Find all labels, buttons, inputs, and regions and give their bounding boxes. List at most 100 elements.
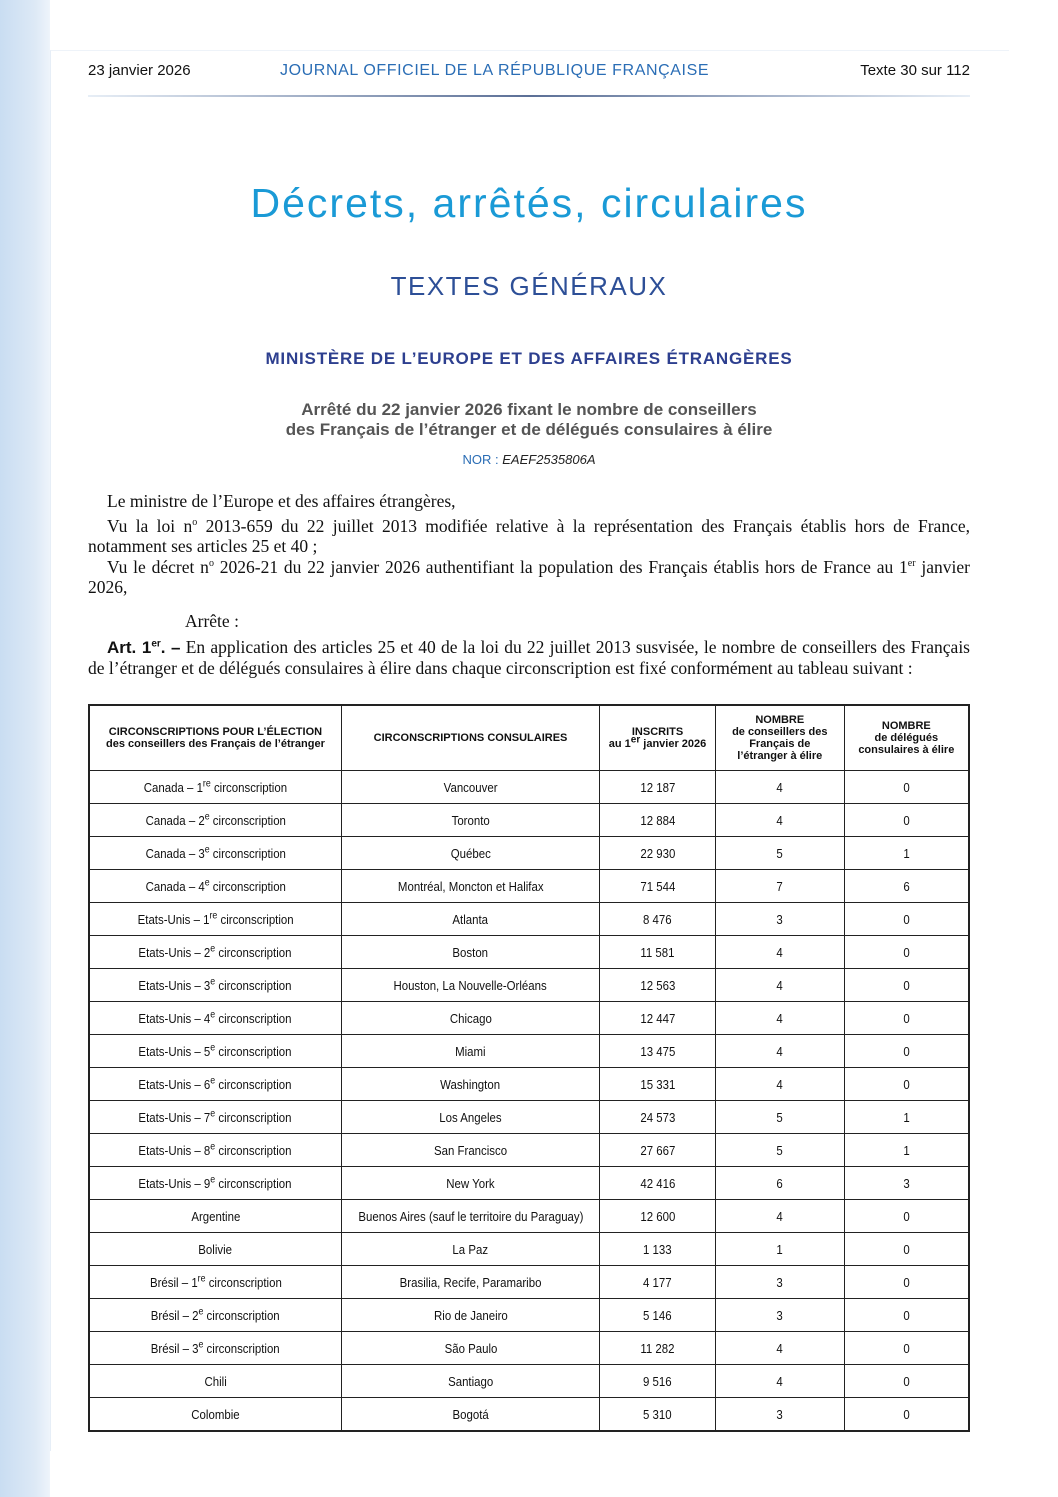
cell-conseillers: 5 bbox=[714, 1100, 845, 1134]
table-row: Etats-Unis – 9e circonscription New York 4… bbox=[88, 1166, 970, 1200]
text: 12 187 bbox=[640, 779, 676, 795]
text: 1 bbox=[903, 1142, 910, 1158]
cell-conseillers: 4 bbox=[714, 968, 845, 1002]
cell-delegues: 0 bbox=[843, 1298, 970, 1332]
text: San Francisco bbox=[433, 1142, 508, 1158]
text: 1 bbox=[903, 845, 910, 861]
ministry-heading: MINISTÈRE DE L’EUROPE ET DES AFFAIRES ÉT… bbox=[265, 349, 793, 368]
text: 0 bbox=[903, 1274, 910, 1290]
sup: e bbox=[210, 1174, 216, 1186]
cell-circonscription: Etats-Unis – 2e circonscription bbox=[88, 935, 342, 969]
text: Etats-Unis – 8 bbox=[138, 1142, 211, 1158]
text: 4 bbox=[776, 1340, 783, 1356]
text: circonscription bbox=[215, 944, 292, 960]
cell-conseillers: 3 bbox=[714, 1397, 845, 1432]
cell-consulaire: Atlanta bbox=[340, 902, 601, 936]
cell-inscrits: 8 476 bbox=[599, 902, 716, 936]
text: circonscription bbox=[215, 1010, 292, 1026]
cell-circonscription: Etats-Unis – 5e circonscription bbox=[88, 1034, 342, 1068]
paragraph-vu-loi: Vu la loi no 2013-659 du 22 juillet 2013… bbox=[88, 516, 970, 556]
text: 5 bbox=[776, 1142, 783, 1158]
cell-delegues: 0 bbox=[843, 1034, 970, 1068]
cell-circonscription: Canada – 3e circonscription bbox=[88, 836, 342, 870]
text: . – bbox=[160, 638, 181, 657]
cell-delegues: 1 bbox=[843, 1133, 970, 1167]
text: 0 bbox=[903, 1208, 910, 1224]
header-text-number: Texte 30 sur 112 bbox=[860, 62, 970, 79]
cell-conseillers: 7 bbox=[714, 869, 845, 903]
cell-consulaire: Miami bbox=[340, 1034, 601, 1068]
text: 12 884 bbox=[640, 812, 676, 828]
cell-circonscription: Brésil – 3e circonscription bbox=[88, 1331, 342, 1365]
text: 6 bbox=[776, 1175, 783, 1191]
text: circonscription bbox=[215, 1142, 292, 1158]
sup: er bbox=[907, 558, 916, 570]
sup: e bbox=[210, 1009, 216, 1021]
text: Etats-Unis – 7 bbox=[138, 1109, 211, 1125]
text: Argentine bbox=[190, 1208, 240, 1224]
text: circonscription bbox=[209, 812, 286, 828]
cell-consulaire: Washington bbox=[340, 1067, 601, 1101]
text: circonscription bbox=[215, 1076, 292, 1092]
cell-inscrits: 13 475 bbox=[599, 1034, 716, 1068]
cell-inscrits: 9 516 bbox=[599, 1364, 716, 1398]
sup: o bbox=[192, 517, 198, 529]
nor-value: EAEF2535806A bbox=[502, 452, 596, 467]
text: Chili bbox=[204, 1373, 227, 1389]
text: circonscription bbox=[217, 911, 294, 927]
cell-delegues: 6 bbox=[843, 869, 970, 903]
cell-conseillers: 4 bbox=[714, 1364, 845, 1398]
cell-circonscription: Canada – 2e circonscription bbox=[88, 803, 342, 837]
cell-delegues: 0 bbox=[843, 1199, 970, 1233]
header-nombre-delegues: NOMBRE de délégués consulaires à élire bbox=[843, 704, 970, 771]
arrete-title-line2: des Français de l’étranger et de délégué… bbox=[285, 420, 773, 439]
sup: e bbox=[210, 943, 216, 955]
cell-consulaire: São Paulo bbox=[340, 1331, 601, 1365]
text: 5 310 bbox=[643, 1406, 672, 1422]
text: Miami bbox=[455, 1043, 486, 1059]
text: des conseillers des Français de l’étrang… bbox=[105, 738, 325, 750]
sup: e bbox=[210, 1108, 216, 1120]
sup: re bbox=[197, 1273, 206, 1285]
cell-consulaire: Bogotá bbox=[340, 1397, 601, 1432]
sup: e bbox=[210, 1075, 216, 1087]
text: 4 bbox=[776, 812, 783, 828]
text: 24 573 bbox=[640, 1109, 676, 1125]
text: INSCRITS bbox=[631, 726, 684, 738]
cell-inscrits: 11 581 bbox=[599, 935, 716, 969]
text: 0 bbox=[903, 812, 910, 828]
text: Toronto bbox=[451, 812, 490, 828]
cell-delegues: 0 bbox=[843, 1001, 970, 1035]
sup: e bbox=[210, 1141, 216, 1153]
text: circonscription bbox=[215, 1043, 292, 1059]
cell-consulaire: Santiago bbox=[340, 1364, 601, 1398]
cell-conseillers: 3 bbox=[714, 902, 845, 936]
table-row: Colombie Bogotá 5 310 3 0 bbox=[88, 1397, 970, 1432]
text: Houston, La Nouvelle-Orléans bbox=[393, 977, 548, 993]
text: Santiago bbox=[447, 1373, 494, 1389]
text: Etats-Unis – 9 bbox=[138, 1175, 211, 1191]
text: 0 bbox=[903, 1010, 910, 1026]
cell-consulaire: Buenos Aires (sauf le territoire du Para… bbox=[340, 1199, 601, 1233]
cell-delegues: 0 bbox=[843, 770, 970, 804]
text: circonscription bbox=[209, 845, 286, 861]
text: Boston bbox=[452, 944, 489, 960]
text: CIRCONSCRIPTIONS POUR L’ÉLECTION bbox=[108, 726, 323, 738]
cell-circonscription: Etats-Unis – 7e circonscription bbox=[88, 1100, 342, 1134]
cell-consulaire: Vancouver bbox=[340, 770, 601, 804]
text: 0 bbox=[903, 1373, 910, 1389]
cell-inscrits: 12 600 bbox=[599, 1199, 716, 1233]
cell-circonscription: Etats-Unis – 4e circonscription bbox=[88, 1001, 342, 1035]
table-row: Etats-Unis – 7e circonscription Los Angel… bbox=[88, 1100, 970, 1134]
sup: e bbox=[204, 844, 210, 856]
sup: e bbox=[198, 1306, 204, 1318]
text: Canada – 2 bbox=[145, 812, 205, 828]
text: 3 bbox=[776, 1274, 783, 1290]
cell-consulaire: Rio de Janeiro bbox=[340, 1298, 601, 1332]
text: 0 bbox=[903, 1340, 910, 1356]
cell-inscrits: 12 563 bbox=[599, 968, 716, 1002]
cell-consulaire: Boston bbox=[340, 935, 601, 969]
left-margin-band bbox=[0, 0, 50, 1497]
section-subtitle: TEXTES GÉNÉRAUX bbox=[390, 271, 668, 301]
header-circonscriptions-election: CIRCONSCRIPTIONS POUR L’ÉLECTION des cons… bbox=[88, 704, 342, 771]
